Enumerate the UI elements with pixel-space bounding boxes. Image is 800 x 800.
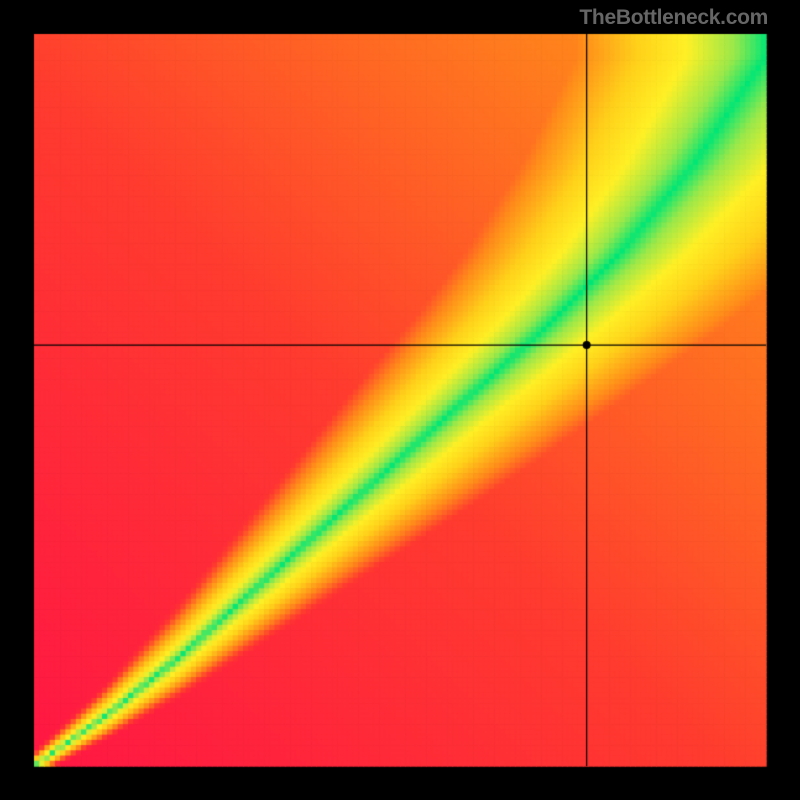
- watermark-text: TheBottleneck.com: [579, 6, 768, 30]
- bottleneck-heatmap: [0, 0, 800, 800]
- chart-container: TheBottleneck.com: [0, 0, 800, 800]
